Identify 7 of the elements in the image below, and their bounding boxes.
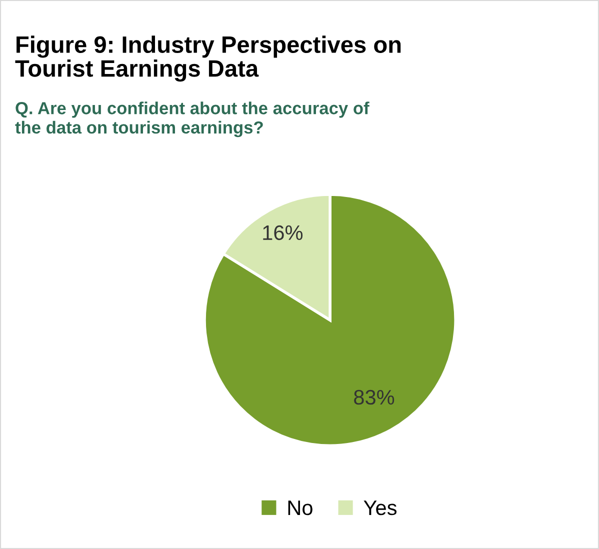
data-label: 83% xyxy=(354,390,394,405)
legend-label: No xyxy=(288,500,312,516)
data-label: 16% xyxy=(263,225,303,240)
pie-slice xyxy=(203,193,457,447)
chart-subtitle: Q. Are you confident about the accuracy of the data on tourism earnings? xyxy=(15,102,370,138)
legend-label: Yes xyxy=(364,500,397,516)
chart-title: Figure 9: Industry Perspectives on Tourist Earnings Data xyxy=(15,36,401,82)
